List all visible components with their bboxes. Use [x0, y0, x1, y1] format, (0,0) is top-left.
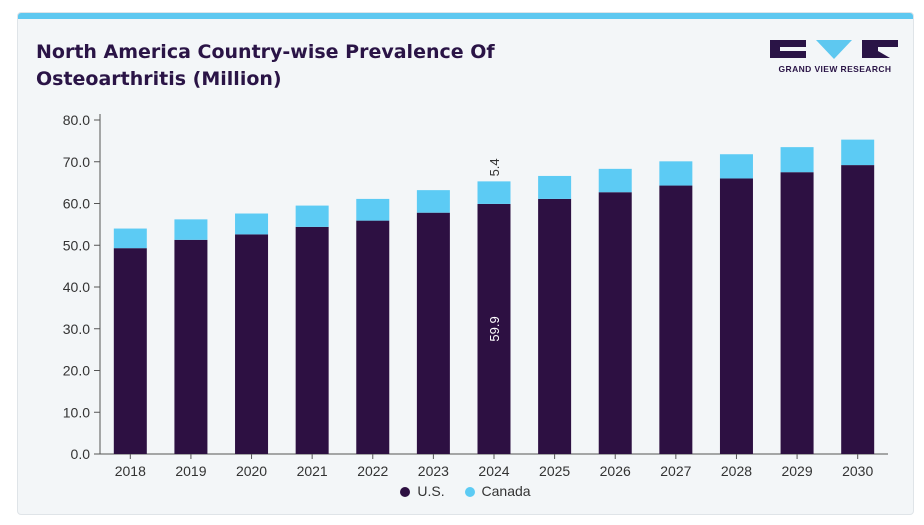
- bar-canada: [598, 168, 632, 193]
- bar-canada: [356, 198, 390, 221]
- logo-mark-icon: [770, 40, 898, 59]
- bar-canada: [780, 147, 814, 173]
- bar-us: [477, 203, 511, 454]
- y-tick-label: 40.0: [63, 279, 90, 295]
- legend-item-us: U.S.: [400, 483, 445, 499]
- logo-text: GRAND VIEW RESEARCH: [778, 64, 892, 74]
- x-tick-label: 2021: [297, 463, 328, 479]
- bar-us: [780, 172, 814, 454]
- x-tick-label: 2020: [236, 463, 267, 479]
- data-label: 5.4: [487, 158, 502, 176]
- legend-dot-us: [400, 487, 411, 497]
- x-tick-label: 2027: [660, 463, 691, 479]
- bar-canada: [113, 228, 147, 249]
- bar-us: [598, 192, 632, 455]
- accent-bar: [18, 13, 913, 19]
- bar-us: [295, 226, 329, 454]
- x-tick-label: 2028: [721, 463, 752, 479]
- chart-card: North America Country-wise Prevalence Of…: [17, 12, 914, 515]
- bar-us: [113, 248, 147, 454]
- chart-title: North America Country-wise Prevalence Of…: [36, 39, 556, 93]
- bar-canada: [295, 205, 329, 227]
- x-tick-label: 2026: [600, 463, 631, 479]
- y-tick-label: 10.0: [63, 404, 90, 420]
- data-label: 59.9: [487, 316, 502, 341]
- x-tick-label: 2025: [539, 463, 570, 479]
- x-tick-label: 2023: [418, 463, 449, 479]
- bar-canada: [174, 219, 208, 240]
- bar-us: [841, 165, 875, 454]
- bar-canada: [235, 213, 269, 235]
- legend-item-canada: Canada: [464, 483, 531, 499]
- bar-canada: [659, 161, 693, 186]
- y-tick-label: 60.0: [63, 196, 90, 212]
- bar-canada: [477, 181, 511, 204]
- x-tick-label: 2022: [357, 463, 388, 479]
- bar-us: [719, 178, 753, 454]
- bar-canada: [538, 175, 572, 199]
- bar-canada: [841, 139, 875, 166]
- chart-title-line2: Osteoarthritis (Million): [36, 68, 282, 90]
- y-tick-label: 70.0: [63, 154, 90, 170]
- y-tick-label: 20.0: [63, 363, 90, 379]
- x-tick-label: 2029: [781, 463, 812, 479]
- legend: U.S. Canada: [18, 483, 913, 499]
- legend-label-us: U.S.: [417, 483, 445, 499]
- bar-us: [416, 212, 450, 454]
- bar-us: [235, 234, 269, 454]
- x-tick-label: 2018: [115, 463, 146, 479]
- bar-canada: [719, 154, 753, 179]
- bar-canada: [416, 190, 450, 213]
- bar-us: [356, 220, 390, 454]
- bar-us: [538, 198, 572, 454]
- y-tick-label: 30.0: [63, 321, 90, 337]
- bar-us: [174, 239, 208, 454]
- legend-dot-canada: [464, 487, 475, 497]
- bar-chart: 0.0 10.0 20.0 30.0 40.0 50.0 60.0 70.0 80.0 2018 2…: [63, 112, 888, 479]
- bar-us: [659, 185, 693, 455]
- y-tick-label: 80.0: [63, 112, 90, 128]
- x-tick-label: 2030: [842, 463, 873, 479]
- x-tick-label: 2019: [175, 463, 206, 479]
- legend-label-canada: Canada: [481, 483, 531, 499]
- grand-view-research-logo: GRAND VIEW RESEARCH: [770, 38, 900, 78]
- y-tick-label: 50.0: [63, 237, 90, 253]
- x-tick-label: 2024: [478, 463, 509, 479]
- chart-title-line1: North America Country-wise Prevalence Of: [36, 41, 495, 63]
- y-tick-label: 0.0: [71, 446, 91, 462]
